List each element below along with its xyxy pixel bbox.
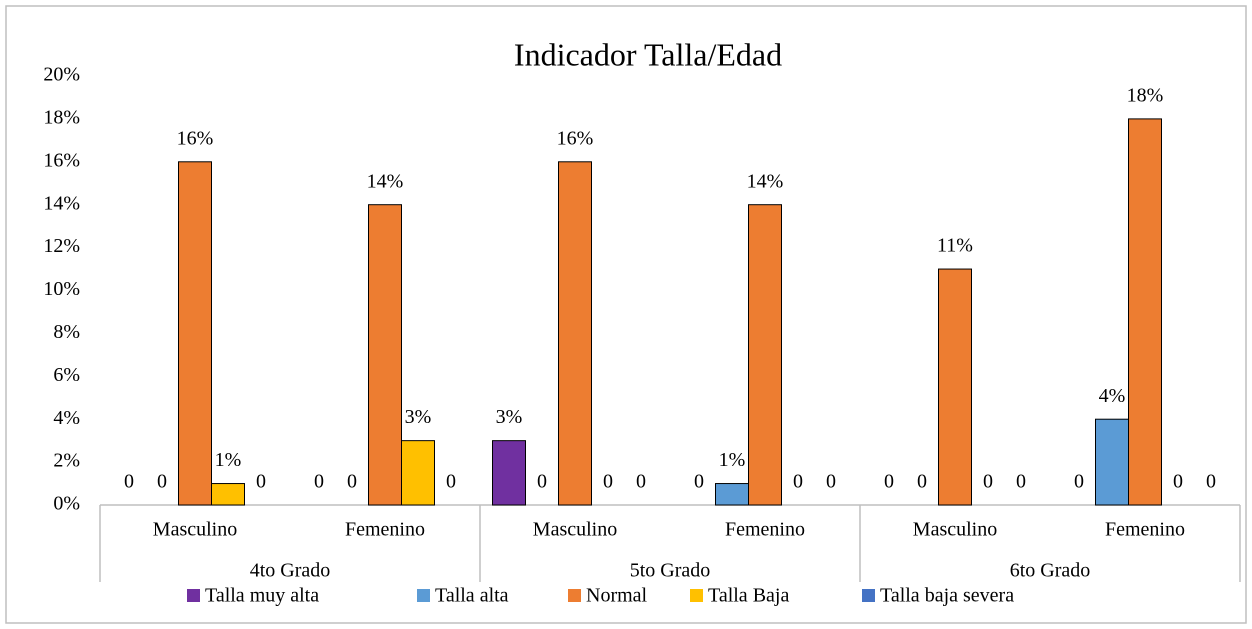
data-label: 1% xyxy=(215,449,242,471)
bar xyxy=(178,161,212,506)
bar xyxy=(558,161,592,506)
y-tick-label: 20% xyxy=(43,64,80,86)
data-label: 0 xyxy=(347,471,357,493)
data-label: 0 xyxy=(1173,471,1183,493)
data-label: 0 xyxy=(157,471,167,493)
y-tick-label: 10% xyxy=(43,278,80,300)
y-tick-label: 2% xyxy=(53,450,80,472)
x-tick-label: Masculino xyxy=(533,519,617,541)
data-label: 0 xyxy=(446,471,456,493)
bar xyxy=(938,268,972,506)
bar xyxy=(492,440,526,506)
legend-label: Talla muy alta xyxy=(205,585,319,607)
data-label: 0 xyxy=(793,471,803,493)
chart-title: Indicador Talla/Edad xyxy=(514,36,782,72)
legend-swatch xyxy=(862,589,875,602)
data-label: 0 xyxy=(1206,471,1216,493)
legend-label: Talla Baja xyxy=(708,585,789,607)
y-tick-label: 6% xyxy=(53,364,80,386)
data-label: 14% xyxy=(367,170,404,192)
data-label: 18% xyxy=(1127,84,1164,106)
bar xyxy=(748,204,782,506)
y-tick-label: 4% xyxy=(53,407,80,429)
data-label: 16% xyxy=(557,127,594,149)
data-label: 0 xyxy=(917,471,927,493)
data-label: 4% xyxy=(1099,385,1126,407)
x-tick-label: Femenino xyxy=(725,519,805,541)
bar xyxy=(368,204,402,506)
legend-swatch xyxy=(568,589,581,602)
data-label: 0 xyxy=(636,471,646,493)
legend-label: Talla alta xyxy=(435,585,509,607)
legend-swatch xyxy=(690,589,703,602)
data-label: 0 xyxy=(314,471,324,493)
bar xyxy=(211,483,245,506)
data-label: 0 xyxy=(537,471,547,493)
group-label: 6to Grado xyxy=(1010,560,1091,582)
data-label: 0 xyxy=(694,471,704,493)
data-label: 3% xyxy=(496,406,523,428)
x-tick-label: Masculino xyxy=(153,519,237,541)
chart-border xyxy=(5,5,1247,624)
bar xyxy=(1128,118,1162,506)
data-label: 0 xyxy=(1074,471,1084,493)
bar xyxy=(715,483,749,506)
y-tick-label: 14% xyxy=(43,192,80,214)
legend-label: Normal xyxy=(586,585,648,607)
x-tick-label: Femenino xyxy=(1105,519,1185,541)
y-tick-label: 0% xyxy=(53,493,80,515)
data-label: 0 xyxy=(826,471,836,493)
y-tick-label: 12% xyxy=(43,235,80,257)
data-label: 1% xyxy=(719,449,746,471)
y-tick-label: 16% xyxy=(43,149,80,171)
data-label: 3% xyxy=(405,406,432,428)
bar xyxy=(401,440,435,506)
data-label: 0 xyxy=(603,471,613,493)
data-label: 0 xyxy=(1016,471,1026,493)
data-label: 0 xyxy=(983,471,993,493)
y-tick-label: 8% xyxy=(53,321,80,343)
legend-label: Talla baja severa xyxy=(880,585,1014,607)
data-label: 14% xyxy=(747,170,784,192)
group-label: 5to Grado xyxy=(630,560,711,582)
legend-swatch xyxy=(417,589,430,602)
data-label: 0 xyxy=(124,471,134,493)
data-label: 16% xyxy=(177,127,214,149)
data-label: 0 xyxy=(256,471,266,493)
data-label: 0 xyxy=(884,471,894,493)
bar xyxy=(1095,418,1129,506)
y-tick-label: 18% xyxy=(43,106,80,128)
x-tick-label: Masculino xyxy=(913,519,997,541)
data-label: 11% xyxy=(937,235,973,257)
group-label: 4to Grado xyxy=(250,560,331,582)
legend-swatch xyxy=(187,589,200,602)
x-tick-label: Femenino xyxy=(345,519,425,541)
